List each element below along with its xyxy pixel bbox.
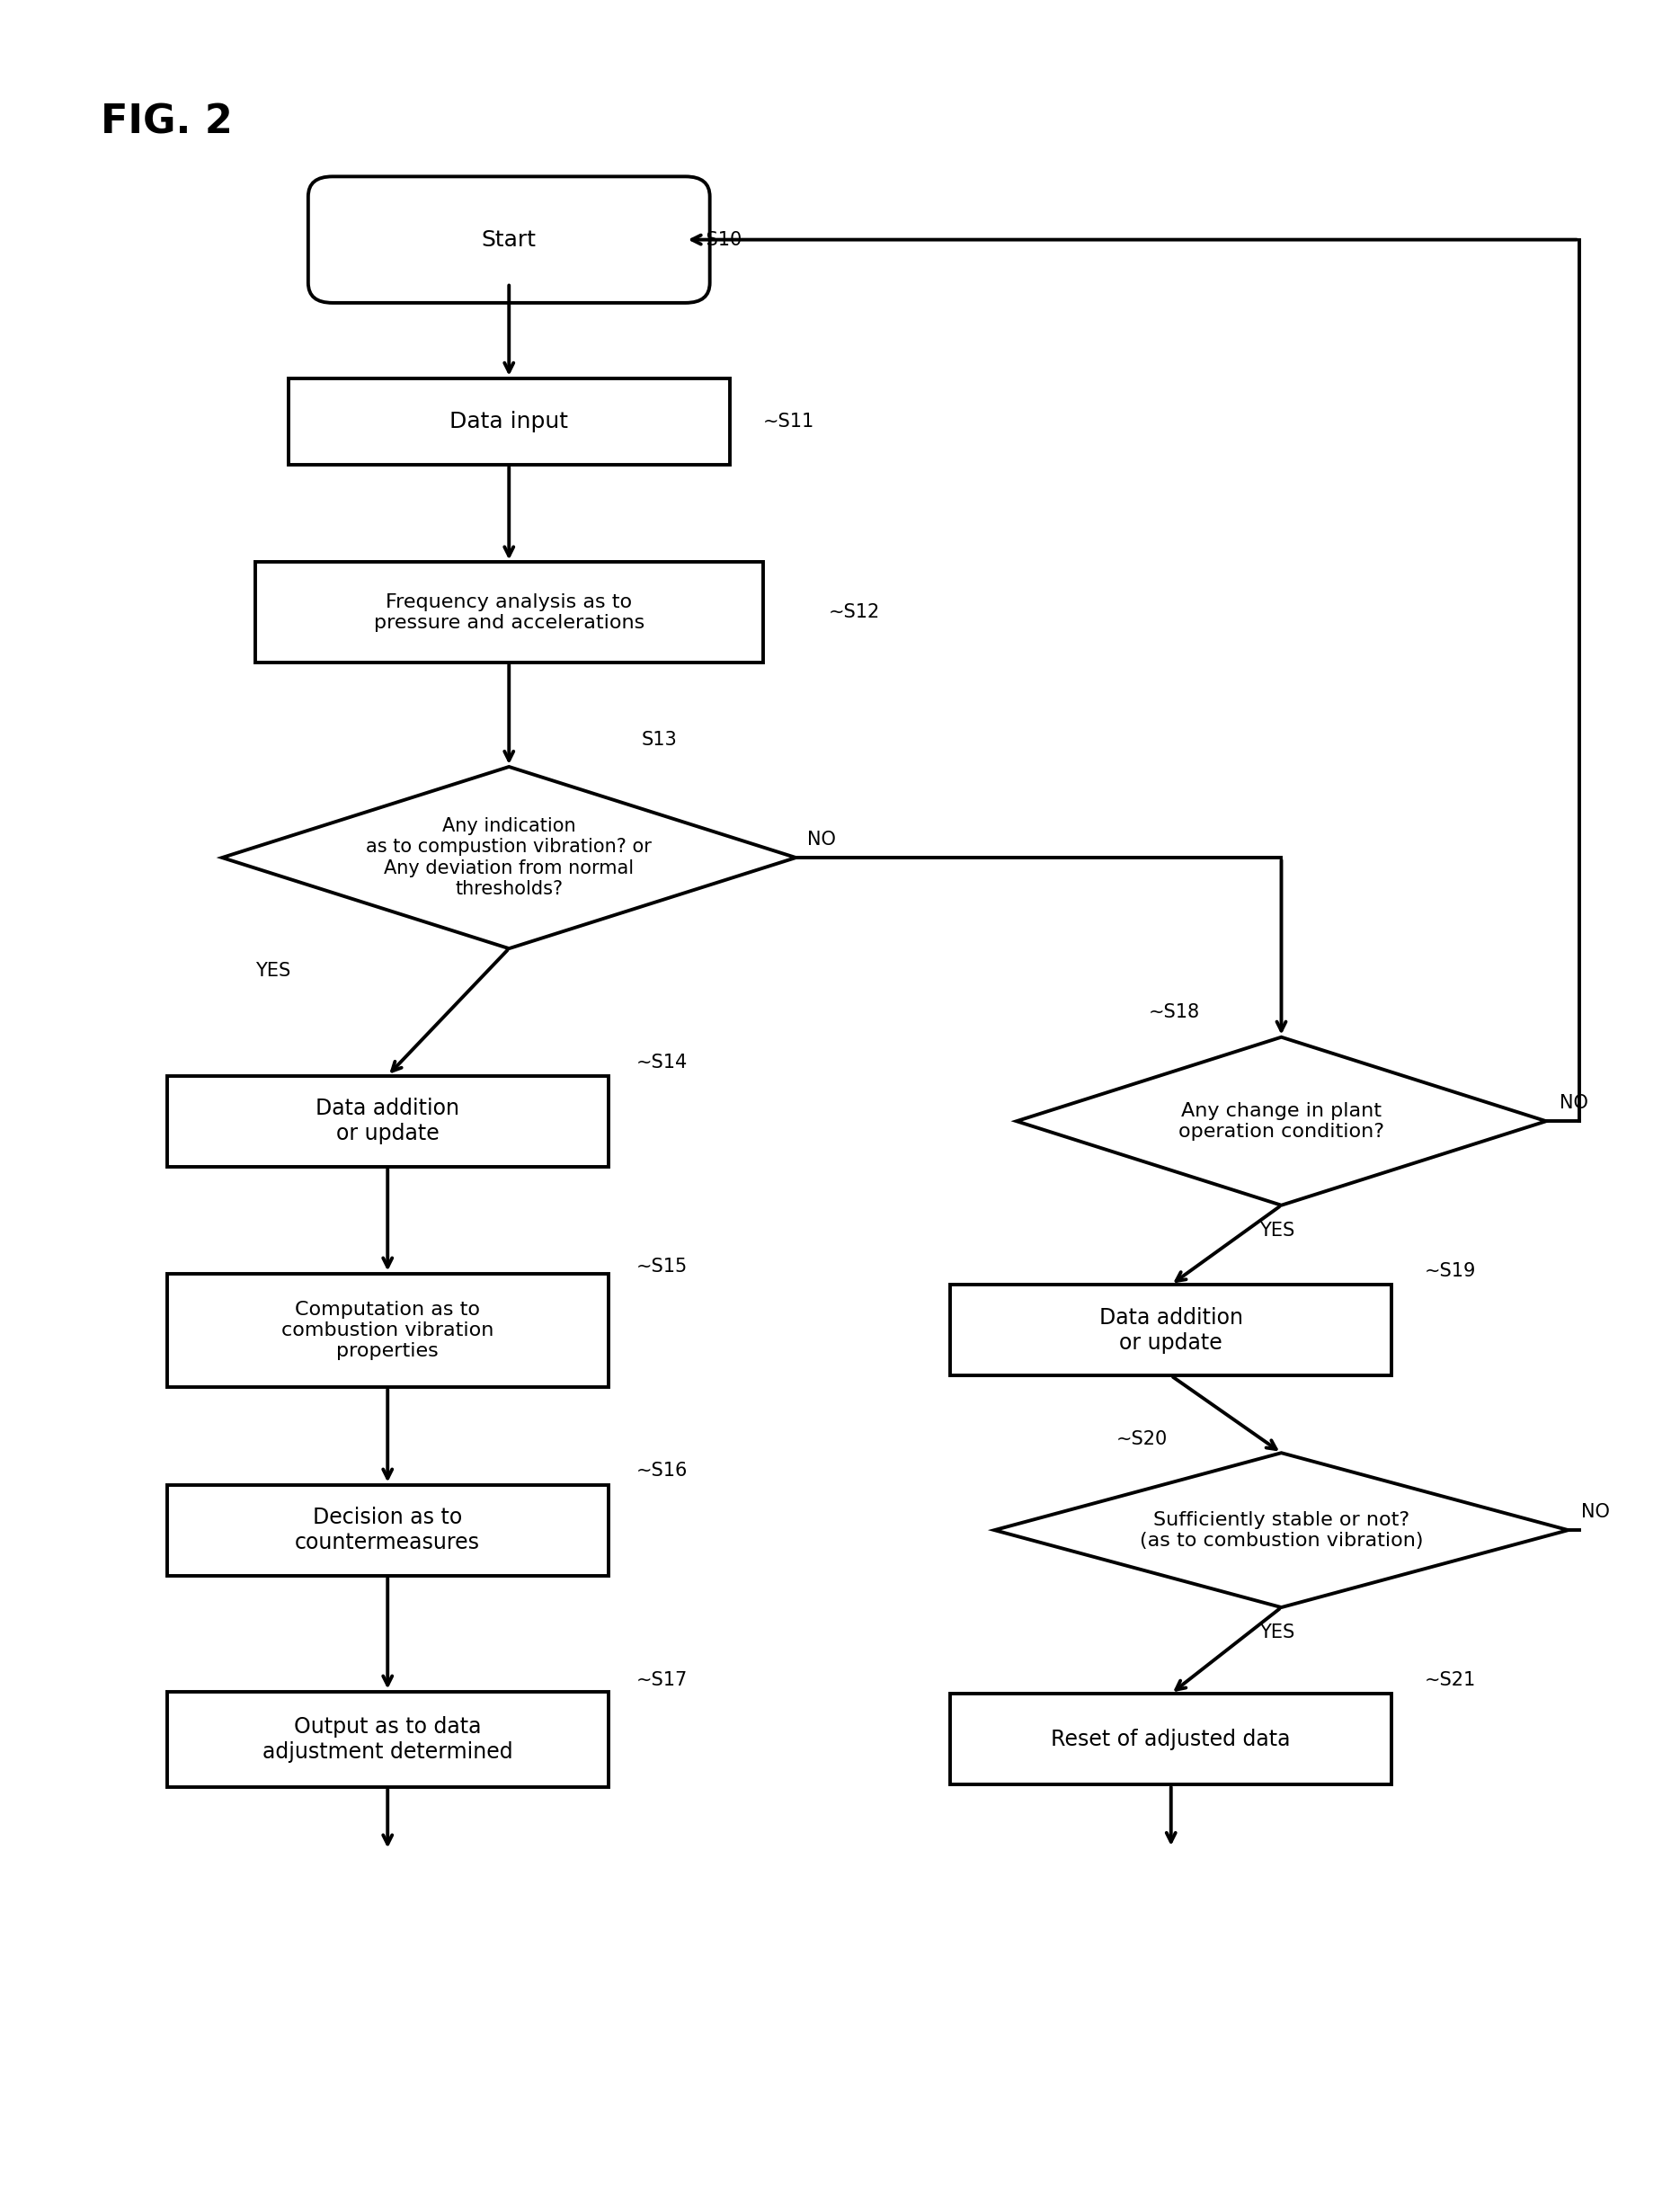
Text: Any indication
as to compustion vibration? or
Any deviation from normal
threshol: Any indication as to compustion vibratio… — [366, 818, 652, 898]
Text: Output as to data
adjustment determined: Output as to data adjustment determined — [262, 1716, 512, 1763]
Bar — [166, 1273, 608, 1388]
Text: ~S12: ~S12 — [828, 602, 880, 622]
Bar — [255, 563, 763, 662]
Text: ~S19: ~S19 — [1425, 1262, 1477, 1279]
Text: Start: Start — [482, 229, 536, 251]
Text: S13: S13 — [642, 730, 677, 748]
Text: ~S10: ~S10 — [690, 232, 743, 249]
Text: Computation as to
combustion vibration
properties: Computation as to combustion vibration p… — [281, 1299, 494, 1361]
Bar — [166, 1485, 608, 1575]
Text: Decision as to
countermeasures: Decision as to countermeasures — [296, 1507, 480, 1553]
Text: Sufficiently stable or not?
(as to combustion vibration): Sufficiently stable or not? (as to combu… — [1139, 1511, 1423, 1549]
Text: ~S21: ~S21 — [1425, 1672, 1477, 1690]
Text: ~S17: ~S17 — [635, 1672, 687, 1690]
Text: Data input: Data input — [450, 410, 568, 432]
Text: FIG. 2: FIG. 2 — [101, 104, 234, 141]
Text: YES: YES — [255, 962, 291, 979]
Text: ~S15: ~S15 — [635, 1257, 687, 1275]
Polygon shape — [1016, 1037, 1546, 1204]
Polygon shape — [222, 768, 796, 949]
Text: Any change in plant
operation condition?: Any change in plant operation condition? — [1178, 1101, 1384, 1141]
Bar — [166, 1692, 608, 1787]
FancyBboxPatch shape — [307, 176, 711, 302]
Text: YES: YES — [1260, 1624, 1295, 1641]
Text: ~S11: ~S11 — [763, 413, 815, 430]
Text: Reset of adjusted data: Reset of adjusted data — [1052, 1727, 1290, 1749]
Bar — [951, 1284, 1391, 1377]
Text: ~S20: ~S20 — [1116, 1429, 1168, 1447]
Text: YES: YES — [1260, 1222, 1295, 1240]
Text: Data addition
or update: Data addition or update — [1099, 1306, 1243, 1354]
Polygon shape — [995, 1454, 1567, 1608]
Text: NO: NO — [806, 832, 835, 849]
Text: Frequency analysis as to
pressure and accelerations: Frequency analysis as to pressure and ac… — [373, 593, 645, 631]
Text: ~S16: ~S16 — [635, 1463, 687, 1480]
Bar — [289, 377, 729, 465]
Bar — [951, 1694, 1391, 1785]
Bar — [166, 1077, 608, 1167]
Text: ~S14: ~S14 — [635, 1052, 687, 1072]
Text: ~S18: ~S18 — [1149, 1004, 1200, 1021]
Text: NO: NO — [1581, 1502, 1609, 1520]
Text: NO: NO — [1559, 1094, 1588, 1112]
Text: Data addition
or update: Data addition or update — [316, 1099, 460, 1145]
